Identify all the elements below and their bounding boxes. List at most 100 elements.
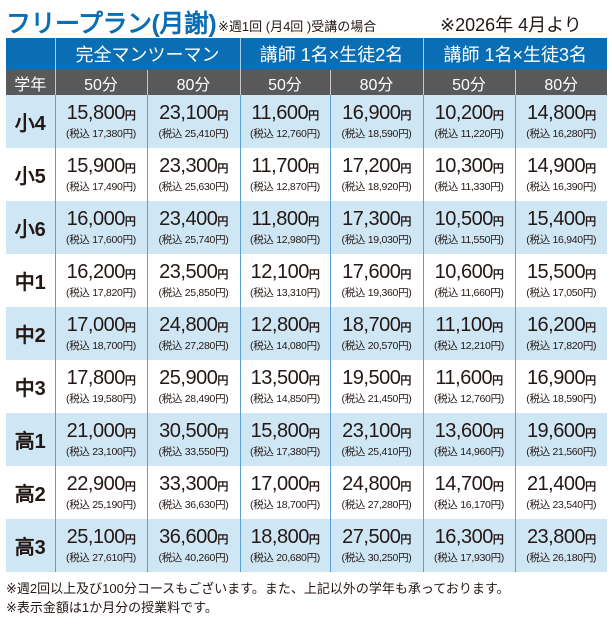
price-value: 17,300 [342, 208, 401, 230]
tax-included-price: (税込 27,280円) [331, 498, 423, 512]
tax-suffix: 円) [306, 287, 321, 299]
price: 16,000円 [56, 208, 147, 233]
price-value: 21,400 [526, 473, 586, 495]
tax-suffix: 円) [490, 287, 504, 299]
price-value: 17,800 [66, 367, 126, 389]
duration-header: 50分 [54, 70, 147, 95]
price-value: 18,800 [250, 526, 310, 548]
price-value: 25,900 [159, 367, 218, 389]
yen-unit: 円 [585, 269, 596, 281]
tax-included-price: (税込 11,220円) [424, 127, 515, 141]
price-cell: 17,000円 (税込 18,700円) [239, 466, 330, 519]
table-row: 小6 16,000円 (税込 17,600円) 23,400円 (税込 25,740円)… [6, 201, 608, 254]
duration-header: 80分 [146, 70, 240, 95]
tax-included-price: (税込 20,680円) [241, 551, 330, 565]
tax-suffix: 円) [215, 340, 229, 352]
price-cell: 36,600円 (税込 40,260円) [146, 519, 240, 572]
price: 27,500円 [331, 526, 423, 551]
price-value: 16,300 [434, 526, 494, 548]
price-cell: 23,100円 (税込 25,410円) [329, 413, 424, 466]
tax-suffix: 円) [490, 234, 504, 246]
grade-header: 学年 [6, 70, 55, 95]
grade-cell: 中1 [14, 272, 46, 294]
price-cell: 16,900円 (税込 18,590円) [514, 360, 608, 413]
yen-unit: 円 [492, 481, 504, 493]
price: 17,000円 [241, 473, 330, 498]
price-value: 15,500 [526, 261, 586, 283]
price-value: 23,300 [159, 155, 218, 177]
yen-unit: 円 [124, 428, 136, 440]
yen-unit: 円 [492, 216, 504, 228]
tax-prefix: (税込 [434, 499, 461, 511]
price-cell: 21,400円 (税込 23,540円) [514, 466, 608, 519]
price-cell: 23,500円 (税込 25,850円) [146, 254, 240, 307]
price-value: 18,700 [342, 314, 401, 336]
tax-value: 16,940 [552, 234, 584, 246]
tax-included-price: (税込 18,700円) [241, 498, 330, 512]
tax-value: 17,930 [460, 552, 491, 564]
tax-value: 12,870 [276, 181, 307, 193]
price: 36,600円 [148, 526, 240, 551]
tax-suffix: 円) [490, 128, 504, 140]
tax-included-price: (税込 26,180円) [516, 551, 608, 565]
price-cell: 15,500円 (税込 17,050円) [514, 254, 608, 307]
tax-included-price: (税込 30,250円) [331, 551, 423, 565]
tax-value: 17,380 [276, 446, 307, 458]
price-cell: 14,800円 (税込 16,280円) [514, 95, 608, 148]
price: 17,800円 [56, 367, 147, 392]
tax-value: 17,600 [92, 234, 123, 246]
tax-suffix: 円) [215, 181, 229, 193]
tax-included-price: (税込 28,490円) [148, 392, 240, 406]
tax-suffix: 円) [306, 393, 321, 405]
tax-included-price: (税込 16,280円) [516, 127, 608, 141]
tax-value: 18,590 [552, 393, 584, 405]
tax-value: 14,850 [276, 393, 307, 405]
tax-included-price: (税込 14,960円) [424, 445, 515, 459]
tax-suffix: 円) [398, 128, 412, 140]
price-cell: 16,300円 (税込 17,930円) [422, 519, 516, 572]
tax-prefix: (税込 [341, 499, 368, 511]
tax-value: 11,660 [460, 287, 491, 299]
tax-value: 17,820 [92, 287, 123, 299]
yen-unit: 円 [585, 163, 596, 175]
yen-unit: 円 [585, 375, 596, 387]
price-value: 14,900 [526, 155, 586, 177]
price-value: 15,900 [66, 155, 126, 177]
tax-suffix: 円) [490, 499, 505, 511]
tax-included-price: (税込 25,850円) [148, 286, 240, 300]
price-value: 15,800 [66, 102, 126, 124]
price-cell: 17,000円 (税込 18,700円) [54, 307, 147, 360]
tax-prefix: (税込 [158, 393, 185, 405]
yen-unit: 円 [492, 163, 504, 175]
condition-note: ※週1回 (月4回 )受講の場合 [218, 19, 377, 34]
grade-cell: 小6 [6, 201, 55, 254]
tax-value: 20,680 [276, 552, 307, 564]
tax-prefix: (税込 [341, 393, 368, 405]
table-row: 高2 22,900円 (税込 25,190円) 33,300円 (税込 36,630円)… [6, 466, 608, 519]
yen-unit: 円 [400, 163, 411, 175]
price-cell: 11,800円 (税込 12,980円) [239, 201, 330, 254]
tax-suffix: 円) [122, 234, 137, 246]
tax-value: 36,630 [184, 499, 216, 511]
price-value: 14,700 [434, 473, 494, 495]
tax-included-price: (税込 17,050円) [516, 286, 608, 300]
tax-value: 26,180 [552, 552, 584, 564]
tax-included-price: (税込 19,580円) [56, 392, 147, 406]
tax-suffix: 円) [398, 393, 412, 405]
price-value: 16,900 [526, 367, 586, 389]
tax-value: 16,280 [552, 128, 584, 140]
yen-unit: 円 [492, 322, 503, 334]
tax-prefix: (税込 [341, 181, 368, 193]
yen-unit: 円 [217, 269, 228, 281]
price: 10,300円 [424, 155, 515, 180]
yen-unit: 円 [400, 110, 411, 122]
table-row: 中1 16,200円 (税込 17,820円) 23,500円 (税込 25,850円)… [6, 254, 608, 307]
tax-prefix: (税込 [158, 446, 185, 458]
tax-prefix: (税込 [250, 499, 277, 511]
price-value: 10,500 [434, 208, 494, 230]
price-value: 21,000 [66, 420, 126, 442]
table-row: 中2 17,000円 (税込 18,700円) 24,800円 (税込 27,280円)… [6, 307, 608, 360]
price-cell: 17,800円 (税込 19,580円) [54, 360, 147, 413]
tax-suffix: 円) [398, 552, 412, 564]
yen-unit: 円 [585, 216, 596, 228]
